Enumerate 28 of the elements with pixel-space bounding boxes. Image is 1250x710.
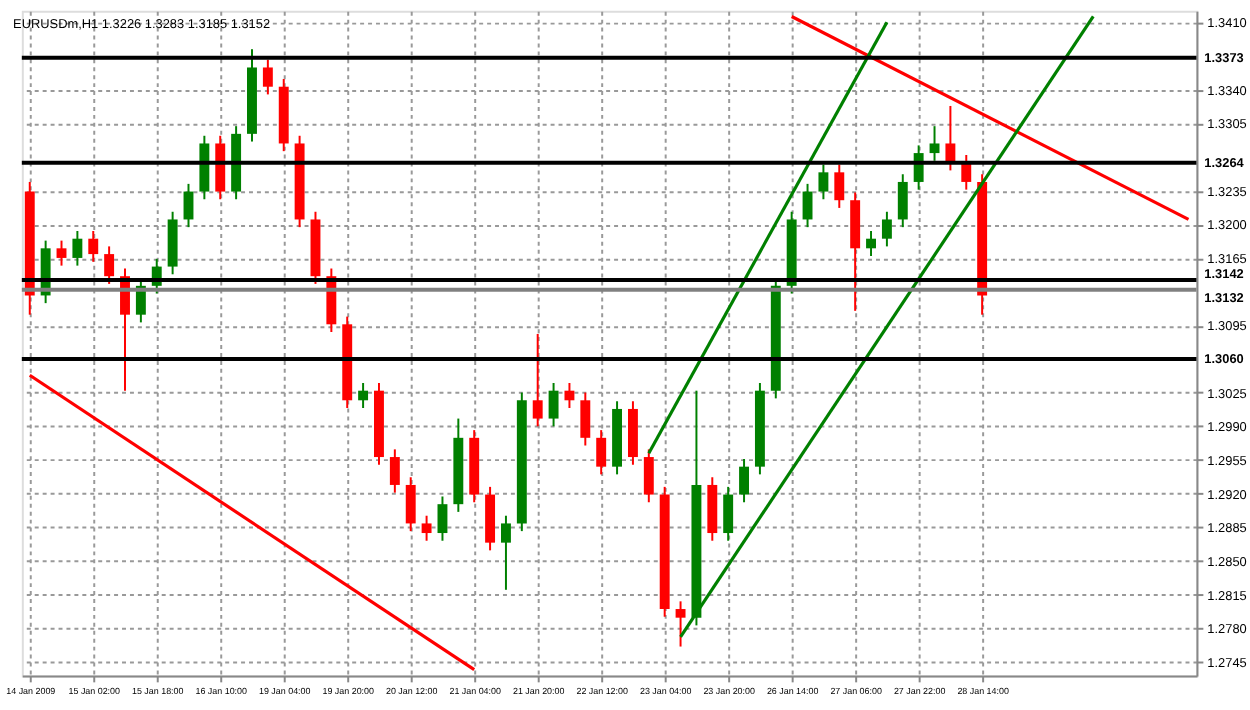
candlestick xyxy=(881,210,892,248)
candlestick xyxy=(88,230,99,263)
candlestick xyxy=(437,495,448,542)
candlestick xyxy=(389,448,400,494)
candlestick xyxy=(739,457,750,504)
candlestick xyxy=(897,173,908,229)
candlestick xyxy=(358,381,369,409)
candlestick xyxy=(564,381,575,409)
candlestick xyxy=(532,332,543,428)
candlestick xyxy=(596,429,607,476)
candlestick xyxy=(548,381,559,428)
candlestick xyxy=(866,230,876,257)
candlestick xyxy=(72,230,83,267)
candlestick xyxy=(500,514,511,591)
candlestick xyxy=(167,210,178,276)
candlestick xyxy=(643,448,654,504)
candlestick xyxy=(834,163,845,209)
candlestick xyxy=(104,245,115,285)
candlestick xyxy=(262,58,273,96)
candlestick xyxy=(405,476,416,533)
candlestick xyxy=(723,485,734,542)
candlestick xyxy=(56,239,67,267)
candlestick xyxy=(580,391,591,447)
candlestick xyxy=(421,514,432,542)
candlestick xyxy=(818,163,829,201)
candlestick xyxy=(929,125,940,162)
candlestick xyxy=(675,600,686,648)
candlestick xyxy=(945,104,956,172)
